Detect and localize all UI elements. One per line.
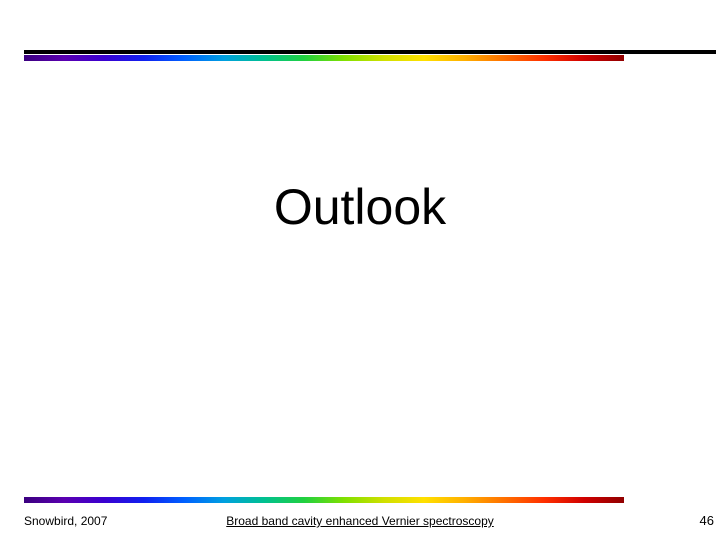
slide: Outlook Snowbird, 2007 Broad band cavity… <box>0 0 720 540</box>
spectrum-bar-bottom <box>24 497 624 503</box>
footer-center: Broad band cavity enhanced Vernier spect… <box>0 514 720 528</box>
page-number: 46 <box>700 513 714 528</box>
slide-title: Outlook <box>0 178 720 236</box>
top-rule <box>24 50 716 54</box>
spectrum-bar-top <box>24 55 624 61</box>
